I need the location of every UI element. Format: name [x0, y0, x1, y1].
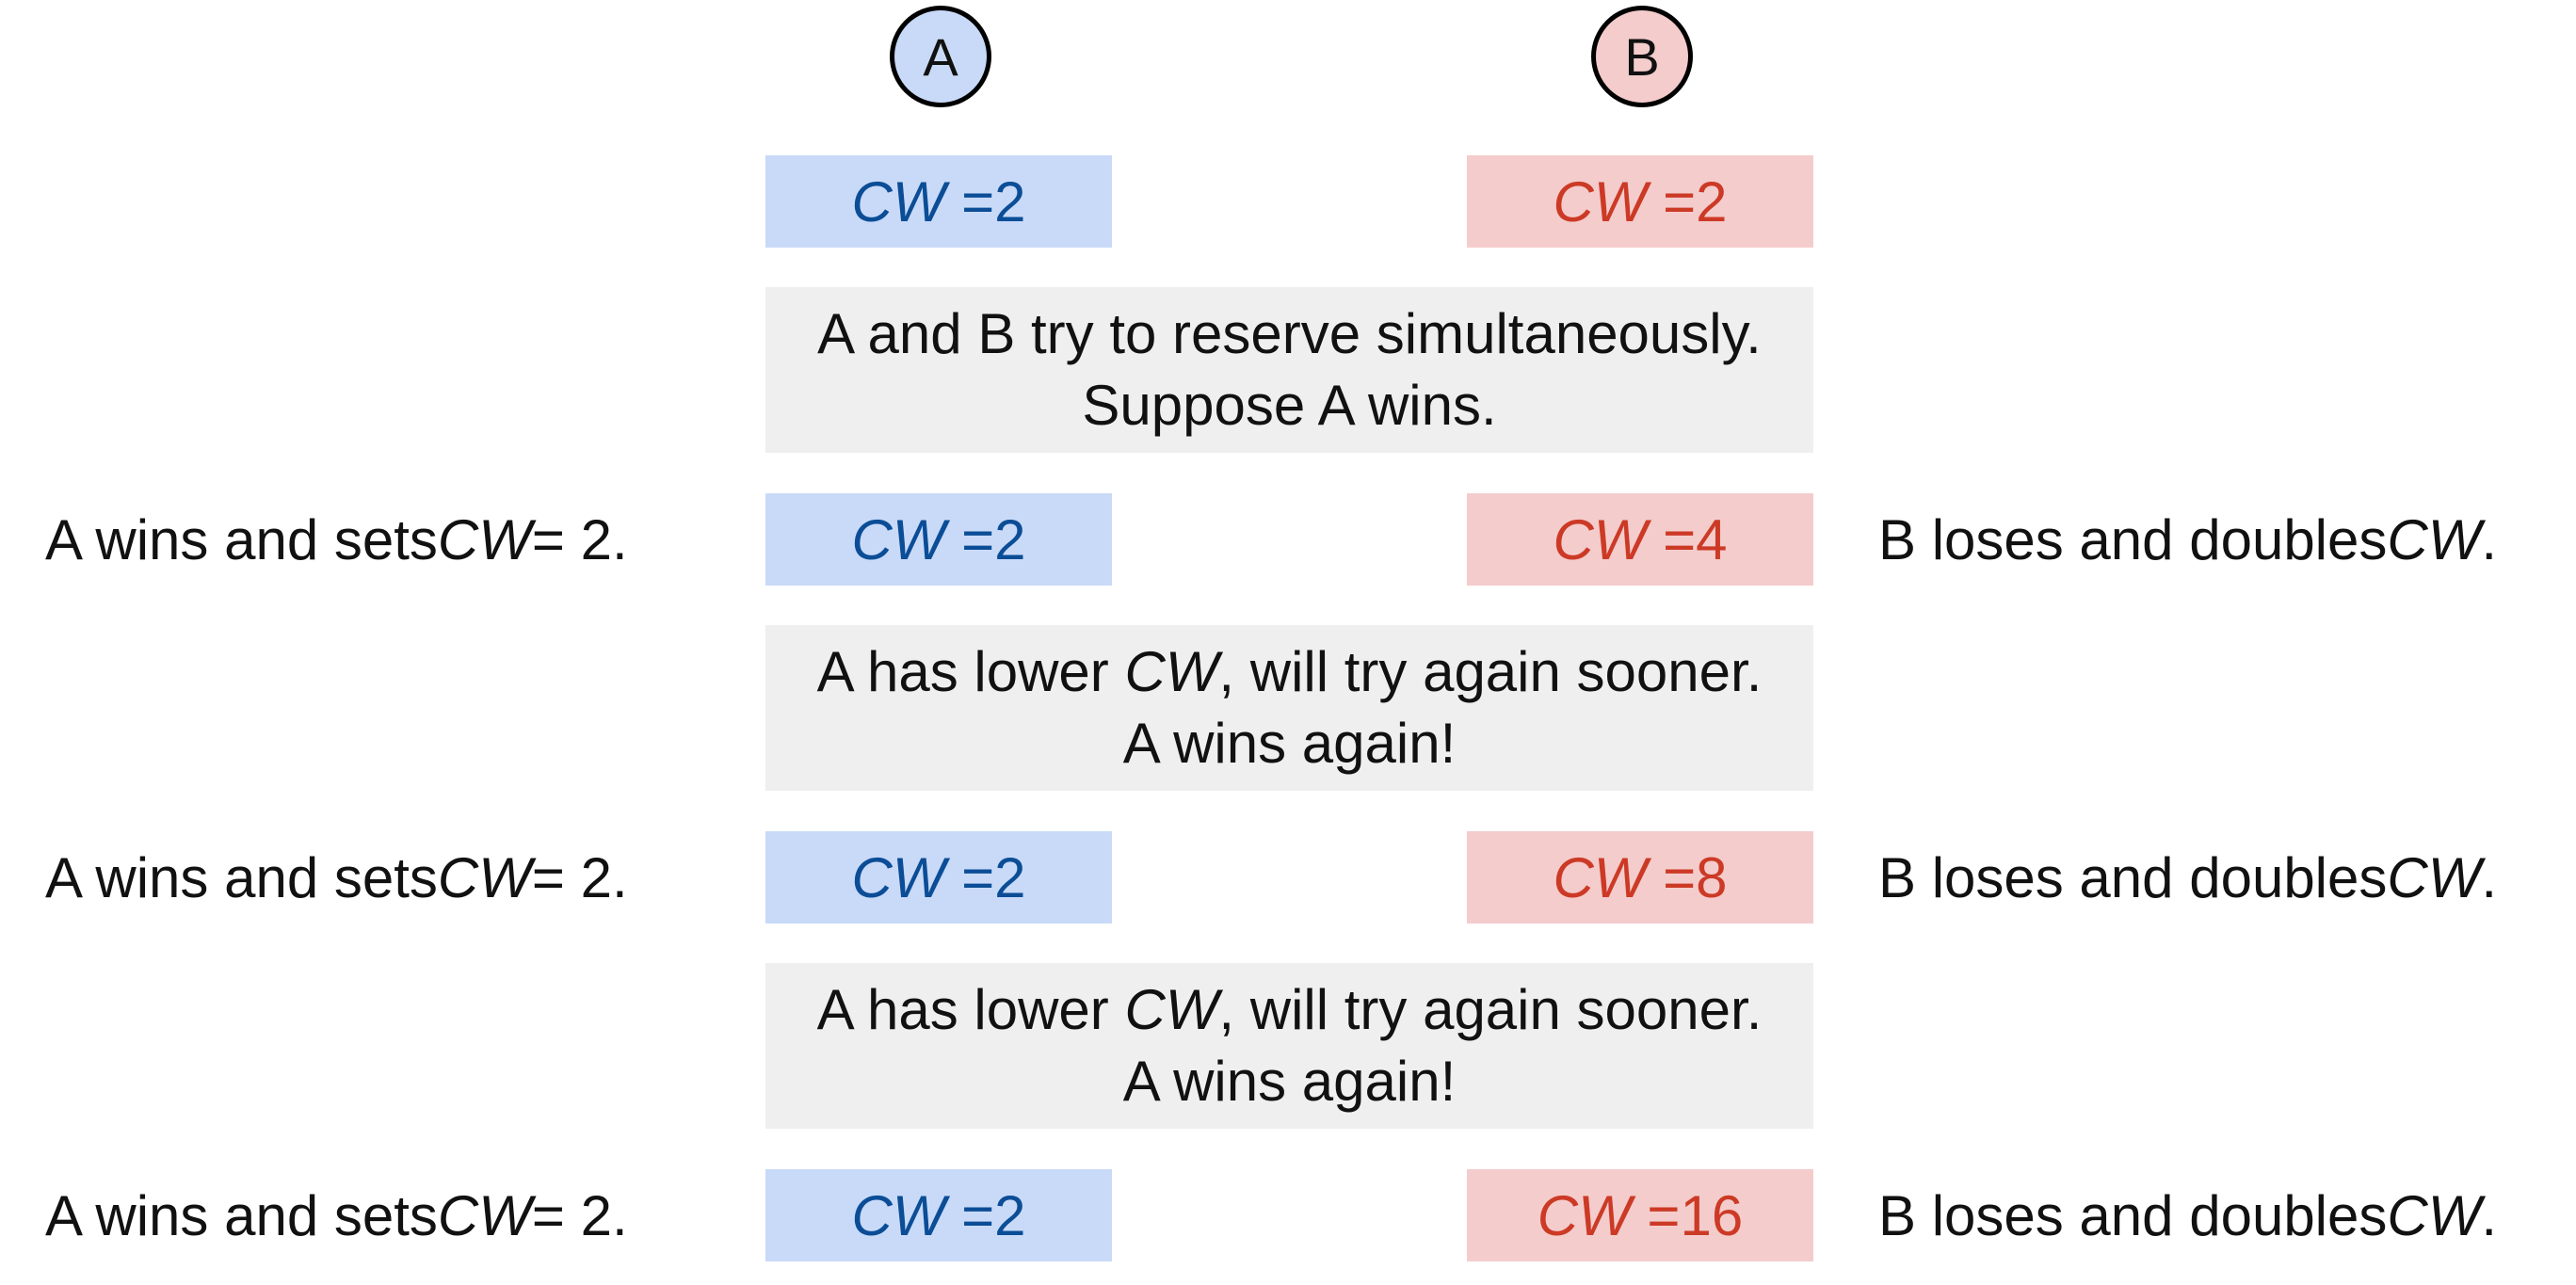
side-left-pre: A wins and sets — [45, 1183, 438, 1247]
side-right-post: . — [2481, 507, 2498, 571]
cw-value: 2 — [994, 169, 1026, 233]
side-left-pre: A wins and sets — [45, 507, 438, 571]
note-post: , will try again sooner. — [1218, 978, 1763, 1041]
cw-var: CW — [1553, 169, 1648, 233]
cw-value: 2 — [1696, 169, 1728, 233]
side-right-pre: B loses and doubles — [1878, 845, 2388, 909]
cw-var: CW — [851, 507, 946, 571]
note-post: , will try again sooner. — [1218, 640, 1763, 703]
note-line-2: A wins again! — [1122, 712, 1457, 775]
cw-value: 2 — [994, 1183, 1026, 1247]
note-line-2: Suppose A wins. — [1082, 374, 1497, 437]
cw-var: CW — [851, 169, 946, 233]
side-note-right-2: B loses and doubles CW. — [1878, 831, 2497, 924]
cw-eq: = — [961, 845, 995, 909]
note-line-1: A and B try to reserve simultaneously. — [817, 302, 1762, 365]
cw-eq: = — [1647, 1183, 1681, 1247]
cw-eq: = — [961, 507, 995, 571]
side-right-post: . — [2481, 1183, 2498, 1247]
node-b: B — [1591, 6, 1693, 107]
cw-box-a-1: CW = 2 — [765, 493, 1112, 586]
side-left-var: CW — [437, 845, 532, 909]
note-line-2: A wins again! — [1122, 1050, 1457, 1113]
cw-eq: = — [1663, 169, 1697, 233]
cw-eq: = — [961, 1183, 995, 1247]
note-line-1: A has lower CW, will try again sooner. — [817, 974, 1763, 1046]
cw-box-b-3: CW = 16 — [1467, 1169, 1813, 1261]
side-right-pre: B loses and doubles — [1878, 507, 2388, 571]
side-note-left-3: A wins and sets CW = 2. — [45, 1169, 628, 1261]
cw-box-a-2: CW = 2 — [765, 831, 1112, 924]
cw-value: 4 — [1696, 507, 1728, 571]
note-pre: A has lower — [816, 978, 1125, 1041]
side-note-right-1: B loses and doubles CW. — [1878, 493, 2497, 586]
cw-var: CW — [851, 1183, 946, 1247]
cw-box-b-0: CW = 2 — [1467, 155, 1813, 248]
note-box-2: A has lower CW, will try again sooner. A… — [765, 963, 1813, 1129]
side-right-post: . — [2481, 845, 2498, 909]
side-left-var: CW — [437, 1183, 532, 1247]
cw-var: CW — [1553, 507, 1648, 571]
side-right-var: CW — [2387, 1183, 2482, 1247]
side-left-post: = 2. — [531, 507, 628, 571]
cw-box-b-2: CW = 8 — [1467, 831, 1813, 924]
cw-value: 16 — [1680, 1183, 1744, 1247]
side-left-pre: A wins and sets — [45, 845, 438, 909]
cw-box-b-1: CW = 4 — [1467, 493, 1813, 586]
side-right-var: CW — [2387, 507, 2482, 571]
side-note-left-1: A wins and sets CW = 2. — [45, 493, 628, 586]
cw-eq: = — [1663, 845, 1697, 909]
side-right-pre: B loses and doubles — [1878, 1183, 2388, 1247]
cw-value: 2 — [994, 507, 1026, 571]
cw-var: CW — [851, 845, 946, 909]
cw-value: 8 — [1696, 845, 1728, 909]
cw-var: CW — [1553, 845, 1648, 909]
side-note-left-2: A wins and sets CW = 2. — [45, 831, 628, 924]
cw-value: 2 — [994, 845, 1026, 909]
cw-box-a-3: CW = 2 — [765, 1169, 1112, 1261]
cw-box-a-0: CW = 2 — [765, 155, 1112, 248]
note-line-1: A has lower CW, will try again sooner. — [817, 636, 1763, 708]
note-var: CW — [1124, 640, 1219, 703]
side-left-post: = 2. — [531, 845, 628, 909]
note-box-0: A and B try to reserve simultaneously. S… — [765, 287, 1813, 453]
note-var: CW — [1124, 978, 1219, 1041]
cw-var: CW — [1537, 1183, 1632, 1247]
side-right-var: CW — [2387, 845, 2482, 909]
note-box-1: A has lower CW, will try again sooner. A… — [765, 625, 1813, 791]
note-pre: A has lower — [816, 640, 1125, 703]
node-a: A — [890, 6, 991, 107]
cw-eq: = — [1663, 507, 1697, 571]
cw-eq: = — [961, 169, 995, 233]
side-note-right-3: B loses and doubles CW. — [1878, 1169, 2497, 1261]
node-a-label: A — [923, 26, 958, 87]
side-left-post: = 2. — [531, 1183, 628, 1247]
side-left-var: CW — [437, 507, 532, 571]
node-b-label: B — [1624, 26, 1660, 87]
